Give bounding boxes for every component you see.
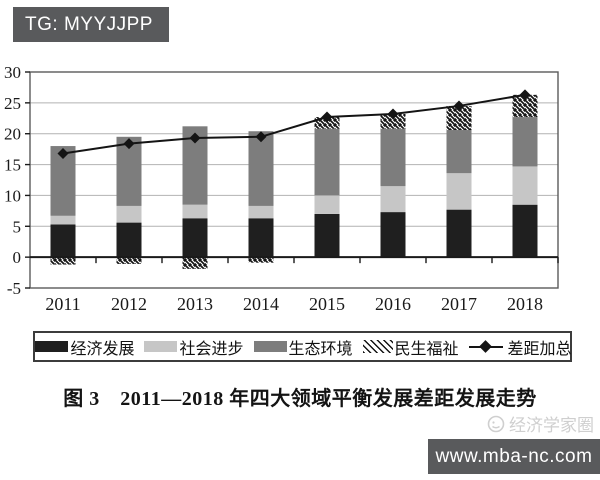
y-axis-label: 5 (13, 217, 22, 236)
legend-hatch-swatch (362, 340, 393, 353)
y-axis-label: 0 (13, 248, 22, 267)
bar-segment-经济发展-2012 (116, 222, 142, 258)
bar-segment-社会进步-2016 (380, 186, 406, 213)
bar-segment-经济发展-2018 (512, 204, 538, 258)
legend-label: 社会进步 (179, 340, 244, 358)
bar-segment-社会进步-2012 (116, 205, 142, 223)
x-axis-label: 2015 (309, 294, 345, 314)
bar-segment-社会进步-2011 (50, 215, 76, 225)
watermark: 经济学家圈 (486, 411, 594, 436)
line-marker-diamond-2012 (123, 138, 135, 150)
site-url-badge: www.mba-nc.com (428, 439, 600, 474)
x-axis-label: 2018 (507, 294, 543, 314)
legend-item-民生福祉: 民生福祉 (362, 335, 459, 359)
bar-segment-经济发展-2013 (182, 218, 208, 258)
legend-label: 经济发展 (70, 340, 135, 358)
legend-item-差距加总: 差距加总 (468, 335, 572, 359)
x-axis-label: 2017 (441, 294, 477, 314)
y-axis-label: -5 (7, 279, 21, 298)
legend-item-社会进步: 社会进步 (144, 335, 244, 359)
line-marker-diamond-2014 (255, 131, 267, 143)
total-gap-line (62, 93, 526, 155)
bar-segment-生态环境-2016 (380, 128, 406, 187)
bar-segment-生态环境-2015 (314, 128, 340, 196)
bar-segment-民生福祉-2014 (248, 257, 274, 263)
bar-segment-民生福祉-2015 (314, 117, 340, 129)
legend-diamond-marker (478, 339, 492, 353)
chart-legend: 经济发展 社会进步 生态环境 民生福祉 差距加总 (33, 331, 572, 362)
x-axis-label: 2013 (177, 294, 213, 314)
legend-label: 生态环境 (288, 340, 353, 358)
legend-label: 差距加总 (507, 340, 572, 358)
bar-segment-社会进步-2013 (182, 204, 208, 219)
bar-segment-生态环境-2014 (248, 131, 274, 206)
line-marker-diamond-2013 (189, 132, 201, 144)
x-axis-label: 2014 (243, 294, 279, 314)
bar-segment-社会进步-2018 (512, 166, 538, 205)
line-marker-diamond-2011 (57, 147, 69, 159)
x-axis-label: 2011 (45, 294, 80, 314)
legend-color-swatch (253, 341, 287, 352)
bar-segment-民生福祉-2011 (50, 257, 76, 265)
bar-segment-经济发展-2011 (50, 224, 76, 258)
balance-gap-trend-chart: -5 0 5 10 15 20 25 30 2011 2012 2013 2014 2015 2016 20… (4, 63, 559, 314)
bar-segment-民生福祉-2012 (116, 257, 142, 264)
bar-segment-经济发展-2016 (380, 212, 406, 258)
x-axis-label: 2016 (375, 294, 411, 314)
bar-segment-社会进步-2015 (314, 195, 340, 214)
y-axis-label: 20 (4, 125, 21, 144)
tg-watermark-text: TG: MYYJJPP (25, 14, 153, 35)
line-marker-diamond-2018 (519, 89, 531, 101)
legend-color-swatch (35, 341, 69, 352)
watermark-text: 经济学家圈 (509, 416, 594, 435)
line-marker-diamond-2017 (453, 100, 465, 112)
legend-item-生态环境: 生态环境 (253, 335, 353, 359)
y-axis-label: 30 (4, 63, 21, 82)
legend-line-swatch (468, 339, 503, 353)
legend-color-swatch (144, 341, 178, 352)
x-axis-label: 2012 (111, 294, 147, 314)
bar-segment-民生福祉-2018 (512, 94, 538, 118)
legend-label: 民生福祉 (394, 340, 459, 358)
line-marker-diamond-2016 (387, 108, 399, 120)
plot-border (29, 71, 559, 289)
bar-segment-经济发展-2017 (446, 209, 472, 258)
bar-segment-社会进步-2017 (446, 173, 472, 210)
legend-item-经济发展: 经济发展 (35, 335, 134, 359)
bar-segment-民生福祉-2016 (380, 113, 406, 129)
bar-segment-生态环境-2018 (512, 117, 538, 167)
bar-segment-生态环境-2017 (446, 130, 472, 174)
y-axis-label: 10 (4, 186, 21, 205)
bar-segment-经济发展-2014 (248, 218, 274, 258)
site-url-text: www.mba-nc.com (435, 445, 593, 467)
tg-watermark-badge: TG: MYYJJPP (13, 7, 169, 42)
line-marker-diamond-2015 (321, 111, 333, 123)
figure-caption: 图 3 2011—2018 年四大领域平衡发展差距发展走势 (63, 388, 537, 410)
y-axis-label: 15 (4, 156, 21, 175)
economist-circle-logo-icon (487, 415, 505, 432)
bar-segment-经济发展-2015 (314, 213, 340, 258)
y-axis-label: 25 (4, 94, 21, 113)
bar-segment-民生福祉-2013 (182, 257, 208, 269)
bar-segment-社会进步-2014 (248, 205, 274, 219)
